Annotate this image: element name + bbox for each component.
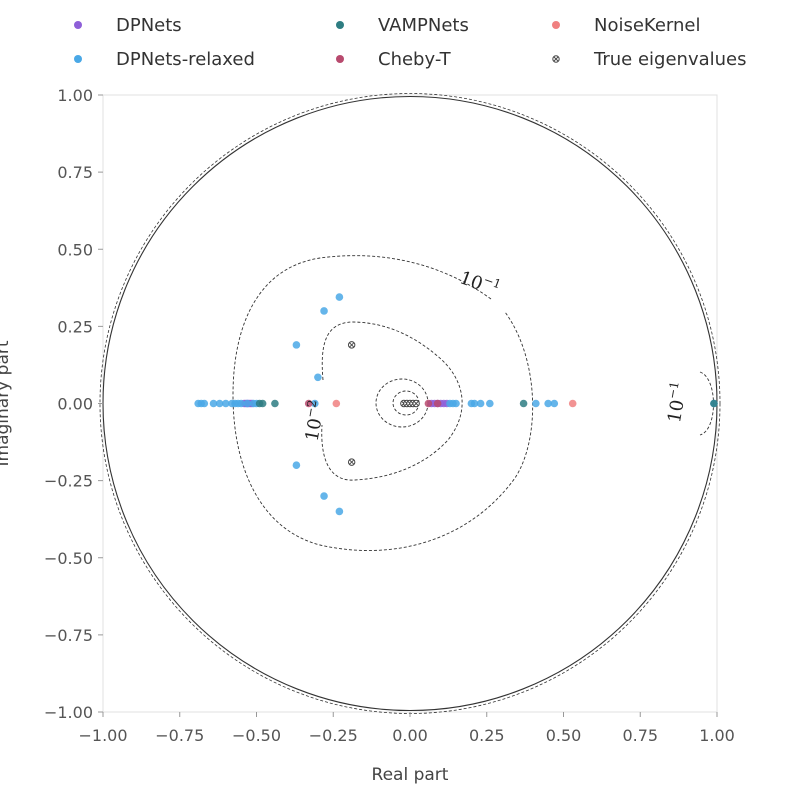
x-tick-label: 0.25 bbox=[469, 726, 505, 745]
legend-item: True eigenvalues bbox=[552, 49, 746, 70]
data-point-dpnets-relaxed bbox=[544, 399, 552, 408]
data-point-dpnets-relaxed bbox=[532, 399, 540, 408]
legend: DPNets DPNets-relaxed VAMPNets Cheby-T Noise… bbox=[74, 15, 746, 70]
legend-marker bbox=[336, 55, 344, 63]
y-tick-label: 1.00 bbox=[57, 86, 93, 105]
x-tick-label: 0.00 bbox=[392, 726, 428, 745]
y-tick-label: −0.75 bbox=[44, 626, 93, 645]
y-tick-label: 0.75 bbox=[57, 163, 93, 182]
contour-label-base: 10 bbox=[302, 417, 327, 443]
y-tick-label: 0.25 bbox=[57, 317, 93, 336]
contour-line-1e-2 bbox=[321, 321, 463, 481]
contour-label-exponent: −1 bbox=[482, 272, 503, 291]
data-point-vampnets bbox=[258, 399, 267, 408]
legend-label: VAMPNets bbox=[378, 15, 469, 36]
data-point-dpnets-relaxed bbox=[292, 341, 301, 349]
legend-marker bbox=[74, 21, 82, 29]
plot-area: 10−110−2 10−1 bbox=[99, 93, 721, 714]
y-tick-label: −0.50 bbox=[44, 549, 93, 568]
data-point-dpnets-relaxed bbox=[320, 307, 328, 315]
x-tick-label: 1.00 bbox=[699, 726, 735, 745]
legend-item: VAMPNets bbox=[336, 15, 469, 36]
x-tick-label: −0.50 bbox=[232, 726, 281, 745]
data-point-cheby-t bbox=[424, 399, 433, 408]
contour-label-base: 10 bbox=[457, 267, 486, 295]
true-eigenvalue-marker bbox=[412, 399, 420, 408]
data-point-dpnets-relaxed bbox=[320, 492, 328, 500]
data-point-dpnets-relaxed bbox=[486, 399, 494, 408]
legend-marker bbox=[74, 55, 82, 63]
true-eigenvalue-cross bbox=[413, 401, 419, 406]
data-point-dpnets-relaxed bbox=[311, 399, 319, 408]
x-tick-label: −1.00 bbox=[78, 726, 127, 745]
data-point-noisekernel bbox=[332, 399, 341, 408]
x-axis: −1.00 −0.75 −0.50 −0.25 0.00 0.25 0.50 0.75 1.00 bbox=[78, 712, 735, 745]
data-point-dpnets-relaxed bbox=[200, 399, 209, 408]
data-point-dpnets-relaxed bbox=[476, 399, 485, 408]
legend-item: Cheby-T bbox=[336, 49, 452, 70]
data-point-dpnets-relaxed bbox=[215, 399, 224, 408]
contour-label: 10−2 bbox=[299, 399, 330, 443]
true-eigenvalue-cross bbox=[349, 342, 354, 348]
data-point-dpnets-relaxed bbox=[452, 399, 460, 408]
contour-label-exponent: −1 bbox=[665, 380, 682, 400]
data-point-dpnets-relaxed bbox=[292, 461, 301, 470]
y-tick-label: 0.00 bbox=[57, 395, 93, 414]
legend-marker-cross bbox=[553, 56, 559, 62]
x-tick-label: 0.50 bbox=[546, 726, 582, 745]
data-point-dpnets-relaxed bbox=[550, 399, 559, 408]
y-axis: −1.00 −0.75 −0.50 −0.25 0.00 0.25 0.50 0.75 1.00 bbox=[44, 86, 103, 722]
y-axis-label: Imaginary part bbox=[0, 340, 13, 466]
data-point-dpnets-relaxed bbox=[243, 399, 252, 408]
contour-label: 10−1 bbox=[661, 380, 692, 424]
legend-label: Cheby-T bbox=[378, 49, 452, 70]
data-point-dpnets-relaxed bbox=[222, 399, 230, 408]
contour-line-1e-1 bbox=[232, 255, 534, 551]
data-point-vampnets bbox=[271, 399, 279, 408]
contour-label-base: 10 bbox=[664, 398, 689, 424]
contour-label-exponent: −2 bbox=[303, 399, 320, 419]
legend-item: NoiseKernel bbox=[552, 15, 700, 36]
true-eigenvalue-marker bbox=[347, 458, 356, 466]
data-point-cheby-t bbox=[433, 399, 442, 408]
legend-label: DPNets bbox=[116, 15, 182, 36]
data-point-vampnets bbox=[519, 399, 528, 408]
data-points bbox=[194, 293, 718, 516]
legend-label: NoiseKernel bbox=[594, 15, 700, 36]
legend-item: DPNets-relaxed bbox=[74, 49, 255, 70]
contour-labels: 10−110−2 10−1 bbox=[299, 265, 692, 443]
data-point-dpnets-relaxed bbox=[314, 373, 322, 382]
data-point-dpnets-relaxed bbox=[335, 507, 344, 516]
x-tick-label: 0.75 bbox=[622, 726, 658, 745]
x-tick-label: −0.25 bbox=[309, 726, 358, 745]
data-point-dpnets-relaxed bbox=[209, 399, 218, 408]
x-axis-label: Real part bbox=[372, 765, 449, 785]
y-tick-label: −0.25 bbox=[44, 472, 93, 491]
legend-item: DPNets bbox=[74, 15, 182, 36]
legend-label: DPNets-relaxed bbox=[116, 49, 255, 70]
data-point-dpnets-relaxed bbox=[335, 293, 344, 301]
data-point-cheby-t bbox=[304, 399, 313, 408]
data-point-dpnets-relaxed bbox=[470, 399, 479, 408]
data-point-noisekernel bbox=[568, 399, 577, 408]
true-eigenvalue-cross bbox=[349, 459, 354, 465]
legend-label: True eigenvalues bbox=[593, 49, 746, 70]
contour-label: 10−1 bbox=[457, 265, 503, 301]
x-tick-label: −0.75 bbox=[155, 726, 204, 745]
data-point-vampnets bbox=[710, 399, 718, 408]
legend-marker bbox=[336, 21, 344, 29]
true-eigenvalue-marker bbox=[347, 341, 356, 349]
y-tick-label: 0.50 bbox=[57, 240, 93, 259]
legend-marker bbox=[552, 21, 560, 29]
data-point-dpnets-relaxed bbox=[237, 399, 245, 408]
y-tick-label: −1.00 bbox=[44, 703, 93, 722]
